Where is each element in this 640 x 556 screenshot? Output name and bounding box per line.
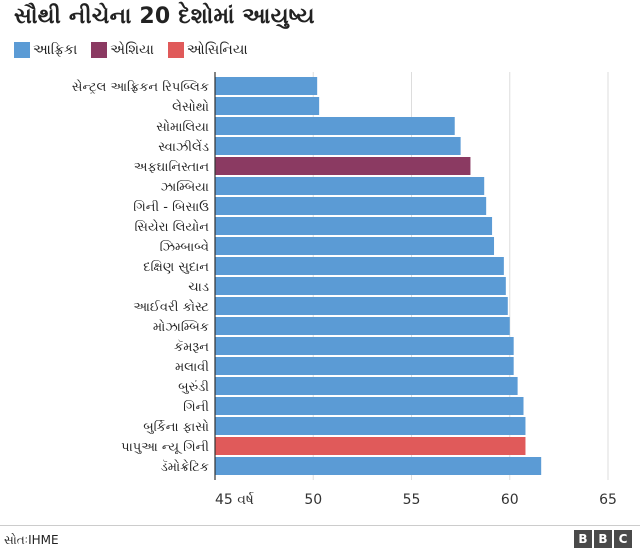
x-tick-label: 45 વર્ષ	[215, 491, 254, 508]
legend-label-africa: આફ્રિકા	[33, 42, 78, 58]
bbc-logo-letter: C	[614, 530, 632, 548]
legend-item-africa: આફ્રિકા	[14, 42, 77, 58]
category-label: સોમાલિયા	[156, 119, 209, 135]
bar	[215, 197, 487, 215]
bbc-logo-letter: B	[594, 530, 612, 548]
bar	[215, 437, 526, 455]
legend-label-asia: એશિયા	[110, 42, 154, 58]
bar	[215, 97, 320, 115]
x-tick-label: 65	[599, 492, 617, 508]
bbc-logo: B B C	[574, 530, 632, 548]
bar	[215, 337, 514, 355]
bar	[215, 217, 493, 235]
category-label: લેસોથો	[172, 99, 209, 115]
bar	[215, 77, 318, 95]
x-tick-label: 55	[403, 492, 421, 508]
bar	[215, 257, 504, 275]
category-label: ચાડ	[188, 280, 209, 295]
category-label: સેન્ટ્રલ આફ્રિકન રિપબ્લિક	[72, 79, 209, 95]
bar	[215, 297, 508, 315]
category-label: મલાવી	[175, 359, 209, 375]
category-label: આઈવરી કોસ્ટ	[133, 299, 209, 315]
category-label: અફઘાનિસ્તાન	[134, 159, 210, 175]
x-tick-label: 50	[304, 492, 322, 508]
category-label: સિયેરા લિયોન	[134, 219, 209, 235]
category-label: કૅમરૂન	[174, 339, 209, 355]
legend-swatch-oceania	[167, 42, 184, 58]
category-label: ડૅમોક્રેટિક	[161, 459, 209, 475]
bar	[215, 277, 506, 295]
category-label: મોઝામ્બિક	[153, 319, 209, 335]
legend: આફ્રિકા એશિયા ઓસિનિયા	[14, 42, 262, 58]
legend-swatch-africa	[14, 42, 30, 58]
bar-chart: સેન્ટ્રલ આફ્રિકન રિપબ્લિક લેસોથો સોમાલિયા સ…	[72, 72, 617, 508]
bar	[215, 177, 485, 195]
bar	[215, 357, 514, 375]
bar	[215, 157, 471, 175]
x-tick-label: 60	[501, 492, 519, 508]
bar	[215, 397, 524, 415]
category-label: દક્ષિણ સુદાન	[143, 259, 209, 275]
category-label: ઝામ્બિયા	[161, 179, 209, 195]
bar	[215, 317, 510, 335]
bar	[215, 417, 526, 435]
legend-label-oceania: ઓસિનિયા	[186, 42, 248, 58]
source-note: સોતઃIHME	[4, 533, 59, 547]
category-label: સ્વાઝીલેંડ	[158, 139, 209, 155]
bar	[215, 377, 518, 395]
legend-swatch-asia	[91, 42, 108, 58]
category-label: ગિની	[183, 399, 209, 415]
footer-divider	[0, 525, 640, 526]
chart-title: સૌથી નીચેના 20 દેશોમાં આયુષ્ય	[14, 4, 315, 29]
category-label: ઝિમ્બાબ્વે	[160, 239, 209, 255]
bar	[215, 237, 495, 255]
category-label: પાપુઆ ન્યૂ ગિની	[121, 439, 209, 455]
category-label: ગિની - બિસાઉ	[133, 199, 209, 215]
bbc-logo-letter: B	[574, 530, 592, 548]
bar	[215, 457, 542, 475]
bar	[215, 137, 461, 155]
category-label: બુરુંડી	[178, 379, 209, 395]
legend-item-asia: એશિયા	[91, 42, 154, 58]
bar	[215, 117, 455, 135]
category-label: બુર્કિના ફાસો	[143, 419, 209, 435]
legend-item-oceania: ઓસિનિયા	[167, 42, 248, 58]
